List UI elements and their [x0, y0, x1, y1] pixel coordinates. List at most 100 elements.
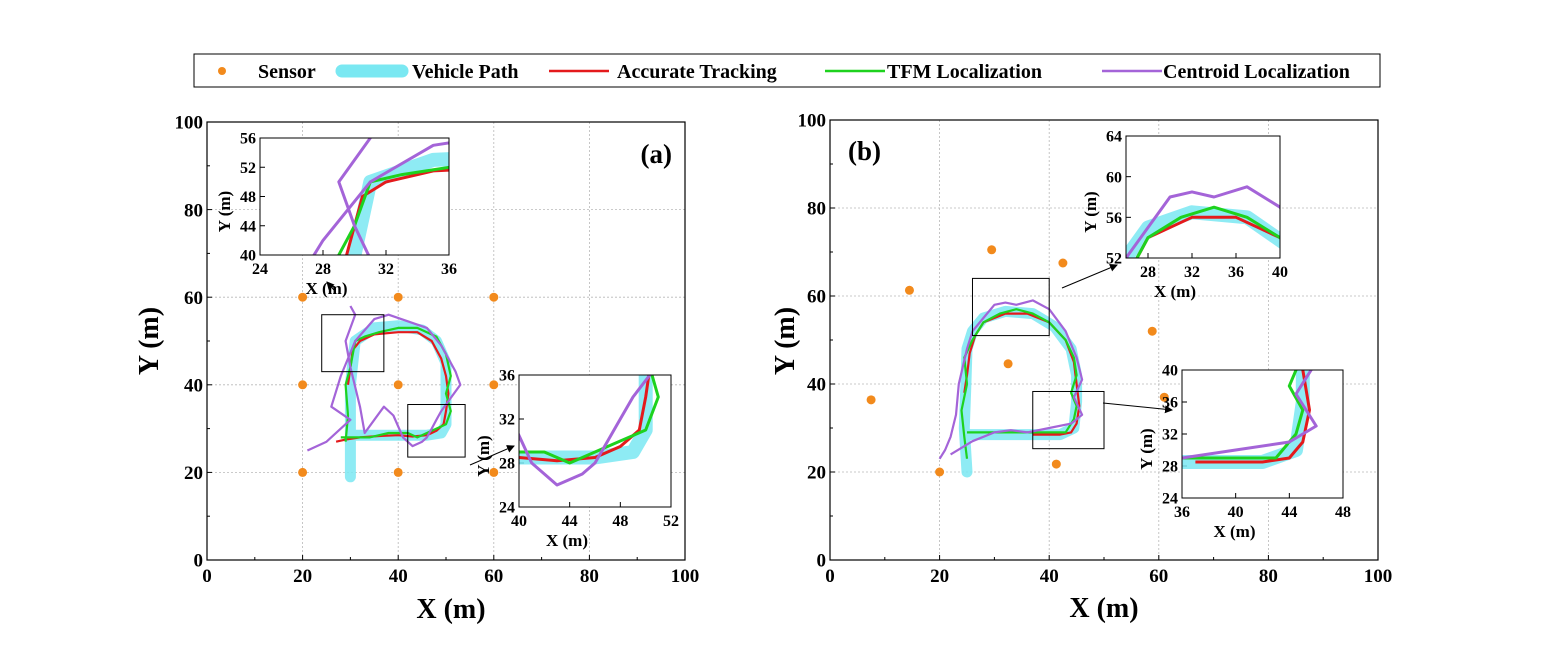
inset-y-tick-label: 64: [1106, 129, 1122, 146]
series-accurate-tracking: [1195, 370, 1311, 464]
x-axis-label: X (m): [416, 594, 485, 625]
x-tick-label: 40: [1040, 566, 1059, 587]
series-vehicle-path: [1182, 370, 1310, 469]
y-axis-label: Y (m): [770, 307, 801, 375]
x-tick-label: 80: [580, 566, 599, 587]
inset-y-tick-label: 32: [1162, 427, 1178, 444]
zoom-box: [971, 277, 1050, 337]
legend-label-centroid-localization: Centroid Localization: [1163, 61, 1350, 83]
sensor-point: [393, 467, 403, 477]
legend-label-sensor: Sensor: [258, 61, 316, 83]
legend-marker-sensor: [218, 67, 226, 75]
inset-frame: [259, 137, 450, 256]
y-tick-label: 80: [184, 200, 203, 221]
inset-x-tick-label: 44: [562, 513, 578, 530]
inset-y-tick-label: 48: [240, 189, 256, 206]
inset-y-tick-label: 40: [240, 248, 256, 265]
inset-x-tick-label: 40: [1272, 264, 1288, 281]
inset-x-tick-label: 28: [315, 261, 331, 278]
zoom-arrow: [1061, 264, 1118, 289]
inset-y-tick-label: 36: [499, 368, 515, 385]
sensor-point: [987, 245, 997, 255]
zoom-box: [407, 404, 466, 458]
sensor-point: [904, 285, 914, 295]
panel-label: (b): [848, 136, 881, 166]
inset-1: 28 32 36 40 52 56 60 64 X (m) Y (m): [1081, 129, 1288, 301]
zoom-arrow: [1102, 402, 1173, 414]
inset-y-axis-label: Y (m): [1081, 191, 1100, 232]
inset-y-tick-label: 44: [240, 218, 256, 235]
x-tick-label: 20: [930, 566, 949, 587]
y-tick-label: 60: [807, 287, 826, 308]
inset-x-tick-label: 36: [1174, 504, 1190, 521]
inset-1: 24 28 32 36 40 44 48 52 56 X (m) Y (m): [215, 131, 457, 298]
sensor-point: [1003, 359, 1013, 369]
inset-x-axis-label: X (m): [1213, 522, 1255, 541]
panel-a: 0 20 40 60 80 100 0 20 40 60 80 100 24 28 32 36 40 44 48 52…: [134, 113, 700, 625]
series-centroid-localization: [519, 375, 652, 487]
sensor-point: [298, 467, 308, 477]
inset-y-axis-label: Y (m): [215, 191, 234, 232]
series-vehicle-path: [519, 375, 653, 465]
y-tick-label: 20: [807, 463, 826, 484]
x-tick-label: 20: [293, 566, 312, 587]
inset-x-tick-label: 52: [663, 513, 679, 530]
zoom-arrow: [469, 445, 515, 466]
inset-2: 40 44 48 52 24 28 32 36 X (m) Y (m): [474, 368, 679, 550]
inset-y-axis-label: Y (m): [1137, 428, 1156, 469]
zoom-arrow: [326, 281, 335, 291]
y-tick-label: 100: [798, 111, 827, 132]
sensor-point: [1147, 326, 1157, 336]
x-tick-label: 60: [1149, 566, 1168, 587]
series-group: [519, 375, 660, 487]
inset-frame: [518, 374, 672, 508]
x-tick-label: 100: [671, 566, 700, 587]
y-tick-label: 100: [175, 113, 204, 134]
sensor-point: [298, 380, 308, 390]
inset-x-tick-label: 48: [612, 513, 628, 530]
x-tick-label: 0: [202, 566, 212, 587]
inset-x-axis-label: X (m): [546, 531, 588, 550]
inset-y-tick-label: 60: [1106, 169, 1122, 186]
inset-x-tick-label: 32: [378, 261, 394, 278]
sensor-point: [393, 380, 403, 390]
y-tick-label: 20: [184, 463, 203, 484]
inset-y-tick-label: 52: [240, 160, 256, 177]
y-tick-label: 0: [817, 551, 827, 572]
inset-y-tick-label: 28: [1162, 459, 1178, 476]
x-axis-label: X (m): [1069, 593, 1138, 624]
inset-frame: [1181, 369, 1344, 499]
inset-plot-area: [1126, 136, 1280, 258]
series-accurate-tracking: [345, 168, 449, 255]
inset-x-tick-label: 32: [1184, 264, 1200, 281]
inset-y-axis-label: Y (m): [474, 435, 493, 476]
sensor-point: [1159, 392, 1169, 402]
y-tick-label: 60: [184, 288, 203, 309]
inset-y-tick-label: 24: [1162, 491, 1178, 508]
series-group: [312, 138, 449, 255]
inset-x-tick-label: 40: [511, 513, 527, 530]
inset-x-tick-label: 24: [252, 261, 268, 278]
series-accurate-tracking: [335, 331, 450, 443]
sensor-point: [935, 467, 945, 477]
inset-x-tick-label: 28: [1140, 264, 1156, 281]
inset-plot-area: [1182, 370, 1343, 498]
inset-x-tick-label: 40: [1228, 504, 1244, 521]
panel-b: 0 20 40 60 80 100 0 20 40 60 80 100 28 32 36 40 52 56 60 64…: [770, 111, 1392, 624]
legend-label-tfm-localization: TFM Localization: [887, 61, 1042, 83]
sensor-point: [1058, 258, 1068, 268]
series-tfm-localization: [1182, 370, 1305, 460]
y-tick-label: 0: [194, 551, 204, 572]
series-centroid-localization: [312, 138, 449, 255]
series-tfm-localization: [337, 165, 449, 255]
y-axis-label: Y (m): [134, 307, 165, 375]
x-tick-label: 0: [825, 566, 835, 587]
inset-x-tick-label: 36: [1228, 264, 1244, 281]
sensor-point: [393, 292, 403, 302]
inset-x-tick-label: 48: [1335, 504, 1351, 521]
inset-x-tick-label: 44: [1281, 504, 1297, 521]
inset-y-tick-label: 56: [1106, 210, 1122, 227]
sensor-point: [489, 292, 499, 302]
